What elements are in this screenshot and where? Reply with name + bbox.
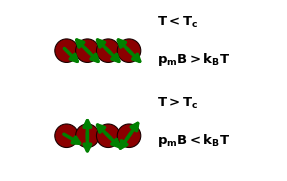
Circle shape xyxy=(117,39,141,62)
Circle shape xyxy=(76,124,99,148)
Circle shape xyxy=(96,124,120,148)
Text: $\mathbf{T>T_c}$: $\mathbf{T>T_c}$ xyxy=(157,96,198,111)
Circle shape xyxy=(117,124,141,148)
Text: $\mathbf{p_mB<k_BT}$: $\mathbf{p_mB<k_BT}$ xyxy=(157,132,230,149)
Circle shape xyxy=(55,124,78,148)
Circle shape xyxy=(96,39,120,62)
Text: $\mathbf{p_mB>k_BT}$: $\mathbf{p_mB>k_BT}$ xyxy=(157,51,230,68)
Circle shape xyxy=(76,39,99,62)
Text: $\mathbf{T<T_c}$: $\mathbf{T<T_c}$ xyxy=(157,14,198,30)
Circle shape xyxy=(55,39,78,62)
